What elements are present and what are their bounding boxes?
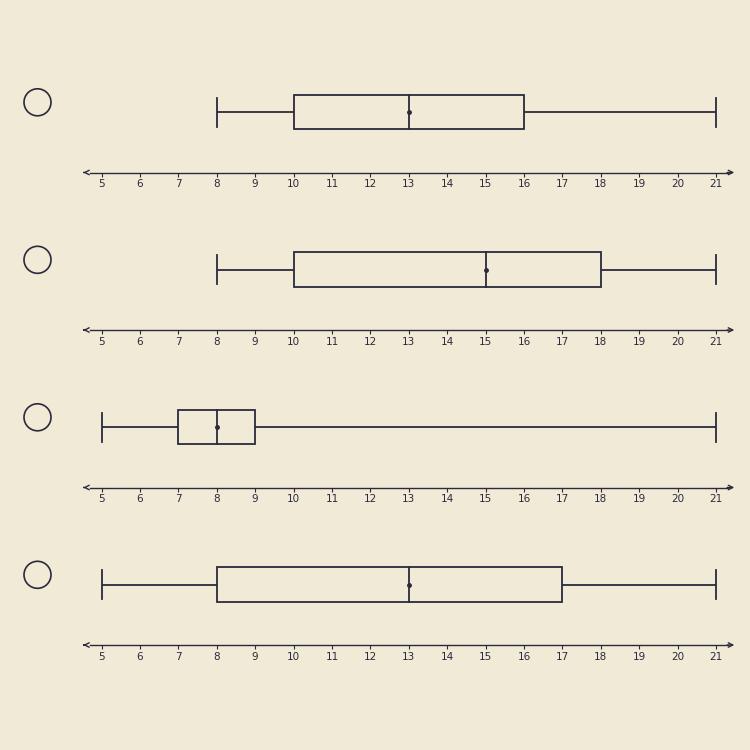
Bar (293, 95, 524, 129)
Bar (293, 253, 601, 286)
Bar (178, 410, 255, 444)
Bar (217, 568, 562, 602)
